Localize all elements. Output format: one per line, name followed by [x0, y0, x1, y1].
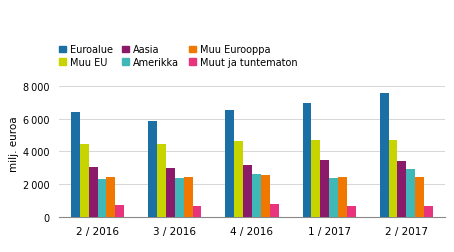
Bar [98, 179, 107, 217]
Bar [347, 207, 356, 217]
Bar [157, 144, 166, 217]
Bar [261, 175, 270, 217]
Bar [166, 168, 175, 217]
Bar [380, 93, 389, 217]
Bar [107, 178, 115, 217]
Bar [175, 179, 184, 217]
Bar [148, 122, 157, 217]
Bar [424, 207, 433, 217]
Bar [311, 140, 320, 217]
Bar [71, 113, 80, 217]
Bar [329, 178, 338, 217]
Bar [389, 140, 397, 217]
Bar [270, 205, 279, 217]
Bar [320, 161, 329, 217]
Bar [80, 144, 89, 217]
Bar [406, 170, 415, 217]
Bar [338, 177, 347, 217]
Bar [252, 174, 261, 217]
Bar [397, 162, 406, 217]
Y-axis label: milj. euroa: milj. euroa [9, 116, 19, 171]
Bar [302, 104, 311, 217]
Bar [192, 207, 202, 217]
Bar [225, 110, 234, 217]
Bar [115, 205, 124, 217]
Bar [243, 166, 252, 217]
Bar [415, 178, 424, 217]
Legend: Euroalue, Muu EU, Aasia, Amerikka, Muu Eurooppa, Muut ja tuntematon: Euroalue, Muu EU, Aasia, Amerikka, Muu E… [59, 45, 297, 68]
Bar [89, 167, 98, 217]
Bar [184, 177, 192, 217]
Bar [234, 142, 243, 217]
